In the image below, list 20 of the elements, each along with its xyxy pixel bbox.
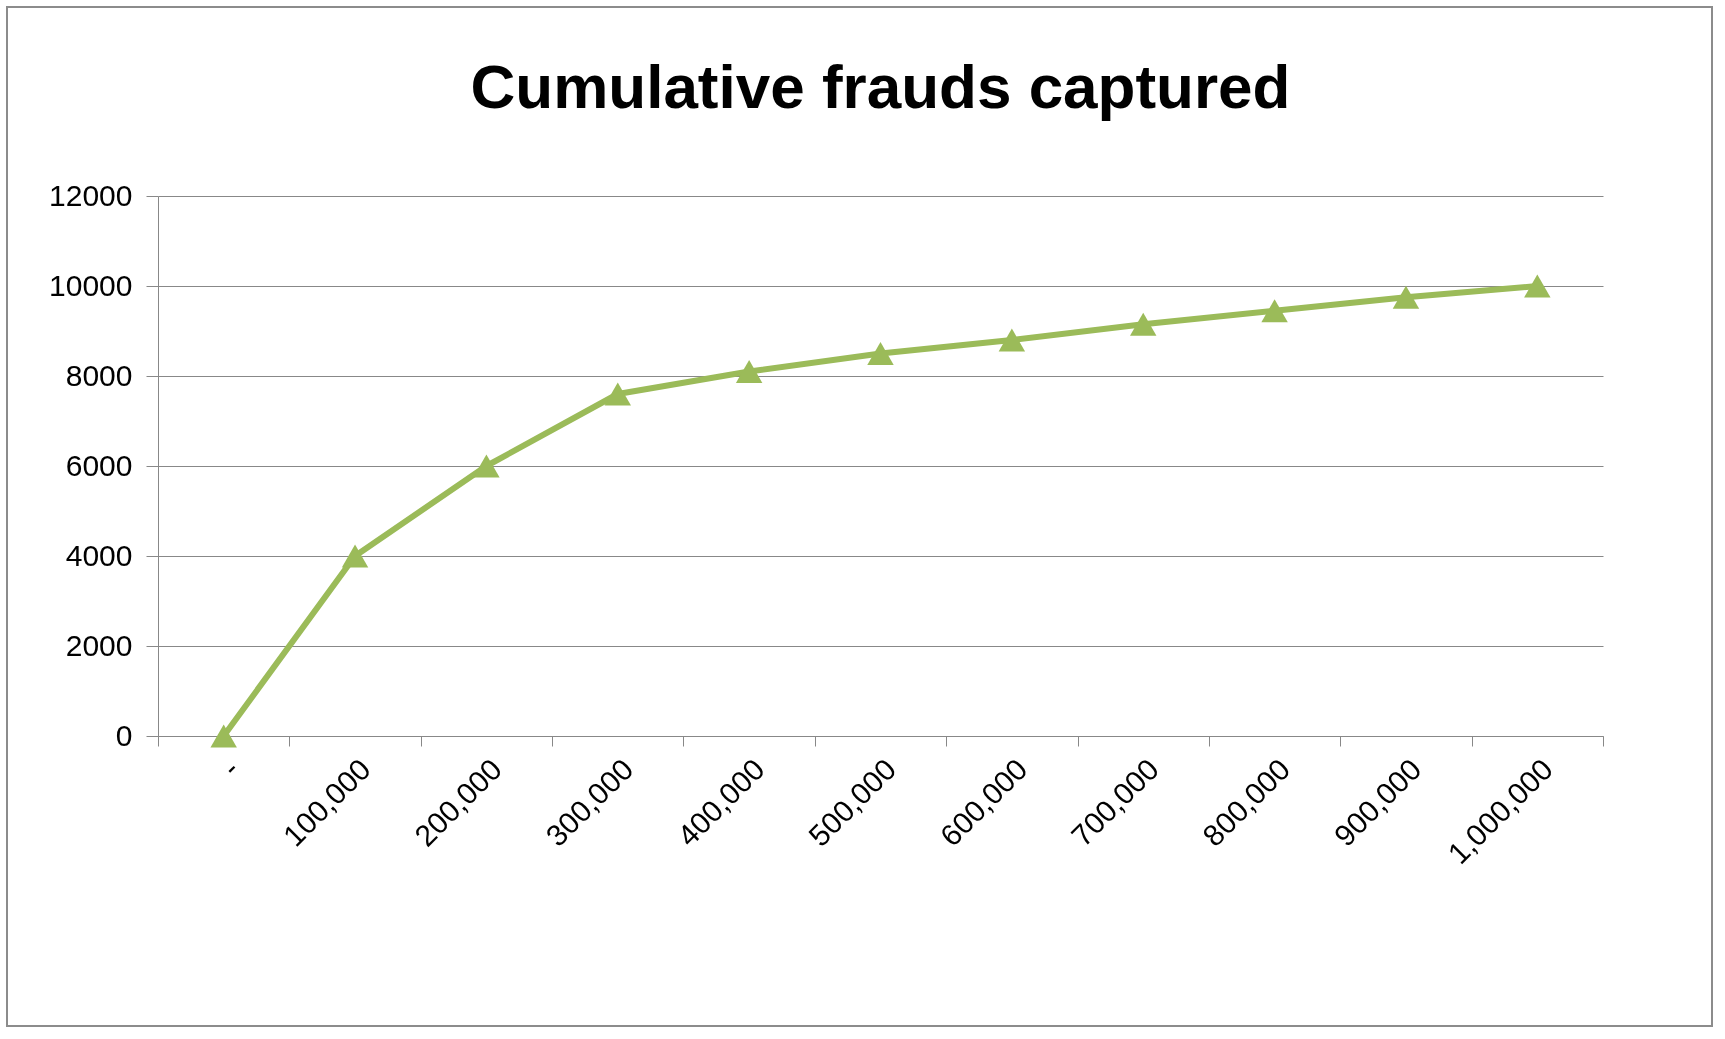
y-tick-label: 6000 (65, 448, 133, 482)
chart-title: Cumulative frauds captured (470, 52, 1291, 121)
y-tick-label: 0 (115, 718, 133, 752)
point (210, 724, 237, 748)
point (473, 454, 500, 478)
point (1524, 274, 1551, 298)
y-tick-label: 12000 (49, 178, 133, 212)
y-tick-label: 10000 (49, 268, 133, 302)
y-tick-label: 2000 (65, 628, 133, 662)
point (1261, 299, 1288, 323)
point (735, 360, 763, 383)
y-tick-label: 8000 (65, 358, 133, 392)
point (604, 382, 631, 406)
point (341, 544, 369, 568)
x-tick-label: - (214, 752, 246, 783)
point (867, 342, 894, 365)
point (1130, 312, 1157, 336)
y-tick-label: 4000 (65, 538, 133, 572)
point (1392, 285, 1420, 309)
point (998, 328, 1026, 352)
